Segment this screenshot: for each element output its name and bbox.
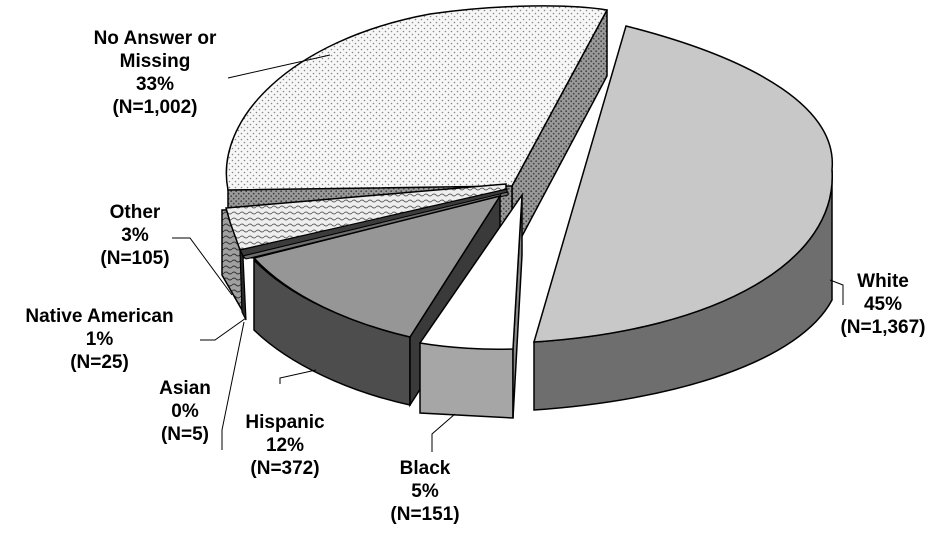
label-hispanic-count: (N=372) — [250, 458, 320, 479]
label-white: White 45% (N=1,367) — [818, 270, 948, 339]
leader-other — [172, 237, 233, 296]
label-asian-count: (N=5) — [160, 424, 210, 445]
label-asian: Asian 0% (N=5) — [140, 377, 230, 446]
label-white-percent: 45% — [863, 294, 903, 315]
label-black-percent: 5% — [411, 481, 439, 502]
label-other-percent: 3% — [121, 225, 149, 246]
leader-asian — [221, 321, 245, 450]
label-hispanic: Hispanic 12% (N=372) — [230, 411, 340, 480]
label-white-count: (N=1,367) — [840, 317, 926, 338]
label-no-answer-line2: Missing — [119, 51, 191, 72]
label-native-american-percent: 1% — [85, 329, 114, 350]
label-other-name: Other — [109, 202, 161, 223]
label-asian-name: Asian — [159, 378, 211, 399]
leader-hispanic — [279, 369, 317, 384]
label-black-count: (N=151) — [390, 504, 460, 525]
slice-asian — [242, 191, 509, 260]
label-hispanic-name: Hispanic — [245, 412, 325, 433]
label-hispanic-percent: 12% — [265, 435, 305, 456]
label-other-count: (N=105) — [100, 248, 170, 269]
label-native-american: Native American 1% (N=25) — [2, 305, 197, 374]
label-black: Black 5% (N=151) — [370, 457, 480, 526]
slice-black — [418, 192, 523, 419]
label-black-name: Black — [399, 458, 451, 479]
label-no-answer-percent: 33% — [135, 74, 175, 95]
leader-native-american — [200, 317, 247, 341]
label-no-answer: No Answer or Missing 33% (N=1,002) — [55, 27, 255, 119]
slice-white — [532, 25, 833, 411]
label-no-answer-count: (N=1,002) — [112, 97, 198, 118]
label-asian-percent: 0% — [171, 401, 199, 422]
leader-white — [829, 279, 844, 305]
leader-lines — [172, 54, 844, 452]
label-white-name: White — [857, 271, 909, 292]
label-native-american-count: (N=25) — [70, 352, 129, 373]
leader-no-answer — [227, 54, 331, 79]
label-native-american-name: Native American — [25, 306, 174, 327]
label-no-answer-line1: No Answer or — [93, 28, 217, 49]
label-other: Other 3% (N=105) — [80, 201, 190, 270]
leader-black — [431, 413, 456, 452]
